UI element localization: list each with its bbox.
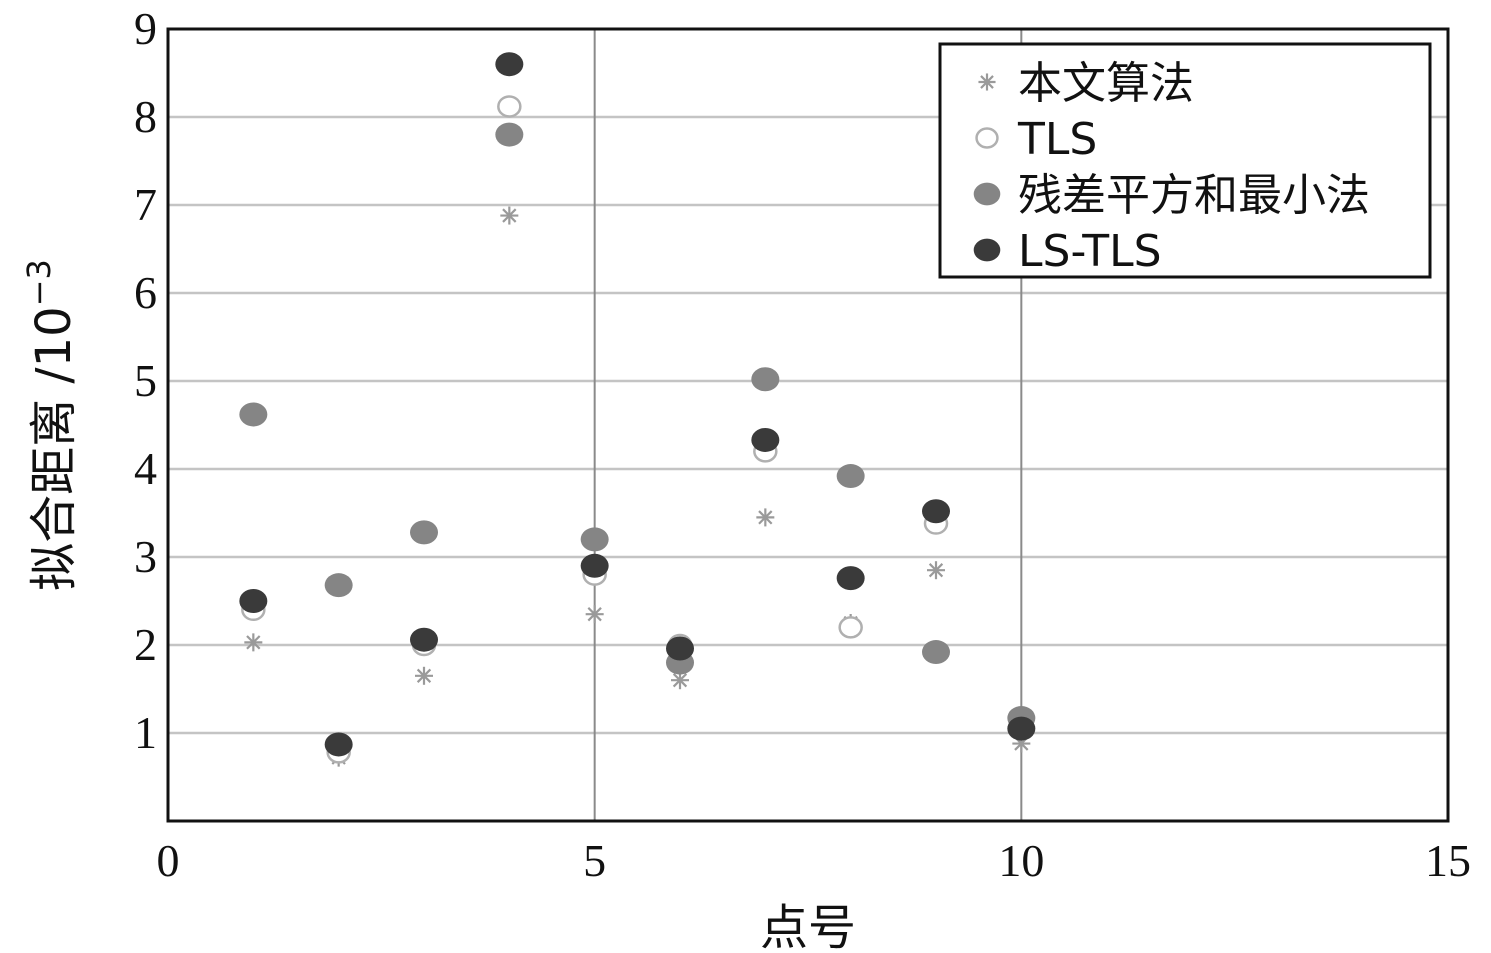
grid-lines	[168, 29, 1448, 821]
data-points	[239, 52, 1036, 767]
y-axis-title-exponent: −3	[20, 259, 58, 306]
data-point-s3-9	[1007, 716, 1036, 741]
y-tick-label-3: 4	[134, 443, 157, 494]
legend-item-1: TLS	[975, 114, 1097, 165]
legend-item-3: LS-TLS	[973, 226, 1162, 277]
data-point-s2-0	[239, 402, 268, 427]
y-tick-label-5: 6	[134, 267, 157, 318]
y-tick-label-8: 9	[134, 3, 157, 54]
series-1	[241, 95, 1034, 764]
legend-label-2: 残差平方和最小法	[1018, 170, 1370, 221]
y-axis: 1 2 3 4 5 6 7 8 9	[134, 3, 157, 758]
legend-item-0: 本文算法	[978, 58, 1194, 109]
data-point-s2-7	[836, 464, 865, 489]
data-point-s0-2	[415, 666, 433, 685]
data-point-s1-7	[838, 616, 863, 639]
y-tick-label-7: 8	[134, 91, 157, 142]
data-point-s2-8	[922, 640, 950, 665]
data-point-s2-1	[324, 573, 353, 598]
y-tick-label-1: 2	[134, 619, 157, 670]
data-point-s3-4	[580, 553, 609, 578]
data-point-s3-0	[239, 589, 268, 613]
x-tick-label-1: 5	[583, 835, 606, 886]
x-tick-label-0: 0	[157, 835, 180, 886]
data-point-s3-5	[666, 636, 694, 661]
legend-label-1: TLS	[1017, 114, 1097, 165]
data-point-s3-1	[324, 732, 353, 757]
y-tick-label-2: 3	[134, 531, 157, 582]
series-3	[239, 52, 1036, 757]
series-0	[244, 206, 1031, 767]
data-point-s0-0	[244, 633, 263, 652]
legend-label-0: 本文算法	[1018, 58, 1194, 109]
legend-marker-2	[973, 182, 1001, 206]
y-tick-label-6: 7	[134, 179, 157, 230]
x-axis-title: 点号	[760, 900, 856, 953]
data-point-s2-3	[495, 122, 524, 147]
data-point-s0-6	[756, 508, 775, 527]
x-axis: 0 5 10 15	[157, 835, 1472, 886]
series-2	[239, 122, 1036, 731]
y-axis-title-text: 拟合距离 /10	[26, 306, 82, 591]
y-tick-label-4: 5	[134, 355, 157, 406]
legend-marker-0	[978, 73, 996, 91]
data-point-s3-8	[922, 499, 950, 524]
data-point-s3-6	[751, 427, 780, 452]
x-tick-label-3: 15	[1425, 835, 1471, 886]
data-point-s1-3	[497, 95, 522, 118]
data-point-s2-2	[410, 520, 438, 545]
data-point-s0-8	[927, 561, 945, 580]
y-axis-title: 拟合距离 /10−3	[20, 259, 82, 591]
legend-marker-3	[973, 238, 1001, 262]
legend-box	[938, 42, 1432, 279]
data-point-s3-7	[836, 566, 865, 591]
legend-marker-1	[975, 127, 999, 149]
data-point-s2-4	[580, 527, 609, 552]
data-point-s3-2	[410, 627, 438, 652]
plot-area-frame	[166, 27, 1450, 823]
data-point-s0-4	[585, 605, 604, 624]
data-point-s2-6	[751, 367, 780, 392]
data-point-s3-3	[495, 52, 524, 77]
x-tick-label-2: 10	[998, 835, 1044, 886]
y-tick-label-0: 1	[134, 707, 157, 758]
data-point-s0-3	[500, 206, 519, 225]
legend-item-2: 残差平方和最小法	[973, 170, 1370, 221]
legend-label-3: LS-TLS	[1018, 226, 1162, 277]
